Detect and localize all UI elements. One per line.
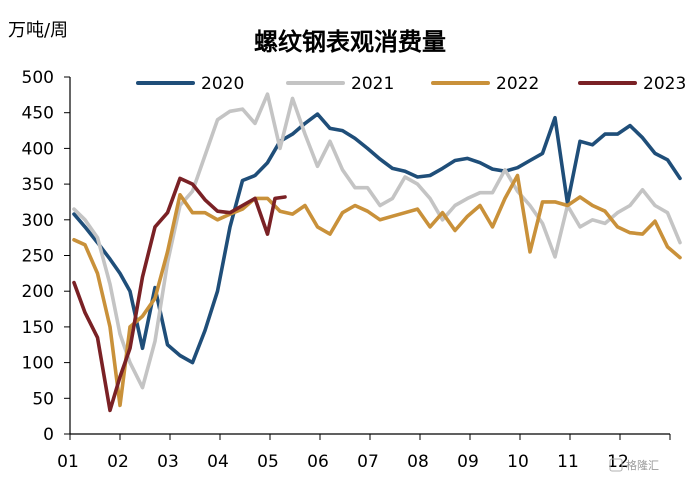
series-line-2023 <box>72 176 287 413</box>
x-tick-label: 01 <box>57 452 79 472</box>
series-line-2021 <box>72 92 682 390</box>
y-tick-label: 300 <box>22 211 54 231</box>
x-tick-label: 09 <box>457 452 479 472</box>
legend-label-2020: 2020 <box>201 74 244 94</box>
y-tick-label: 150 <box>22 318 54 338</box>
chart-title: 螺纹钢表观消费量 <box>254 28 446 56</box>
x-tick-label: 12 <box>607 452 629 472</box>
legend: 2020 2021 2022 2023 <box>136 74 686 94</box>
watermark-text: 格隆汇 <box>626 458 659 472</box>
y-tick-label: 500 <box>22 68 54 88</box>
x-tick-label: 07 <box>357 452 379 472</box>
y-tick-label: 400 <box>22 139 54 159</box>
x-tick-label: 03 <box>157 452 179 472</box>
y-tick-label: 250 <box>22 247 54 267</box>
y-tick-label: 50 <box>32 389 54 409</box>
y-tick-label: 450 <box>22 104 54 124</box>
y-tick-label: 0 <box>43 425 54 445</box>
watermark-logo-icon <box>609 458 623 472</box>
x-tick-label: 02 <box>107 452 129 472</box>
x-tick-label: 04 <box>207 452 229 472</box>
series-line-2022 <box>72 173 682 408</box>
legend-label-2023: 2023 <box>643 74 686 94</box>
y-tick-label: 350 <box>22 175 54 195</box>
x-tick-label: 06 <box>307 452 329 472</box>
series-line-2020 <box>72 112 682 365</box>
axes: 0 50 100 150 200 250 300 350 400 450 500 01 02 03 04 05… <box>22 68 671 472</box>
plot-lines <box>72 92 682 413</box>
x-tick-label: 08 <box>407 452 429 472</box>
y-tick-label: 200 <box>22 282 54 302</box>
legend-label-2021: 2021 <box>351 74 394 94</box>
x-tick-label: 10 <box>507 452 529 472</box>
x-tick-label: 05 <box>257 452 279 472</box>
watermark: 格隆汇 <box>609 458 659 472</box>
x-tick-label: 11 <box>557 452 579 472</box>
legend-label-2022: 2022 <box>496 74 539 94</box>
y-tick-label: 100 <box>22 354 54 374</box>
unit-label: 万吨/周 <box>8 20 68 41</box>
